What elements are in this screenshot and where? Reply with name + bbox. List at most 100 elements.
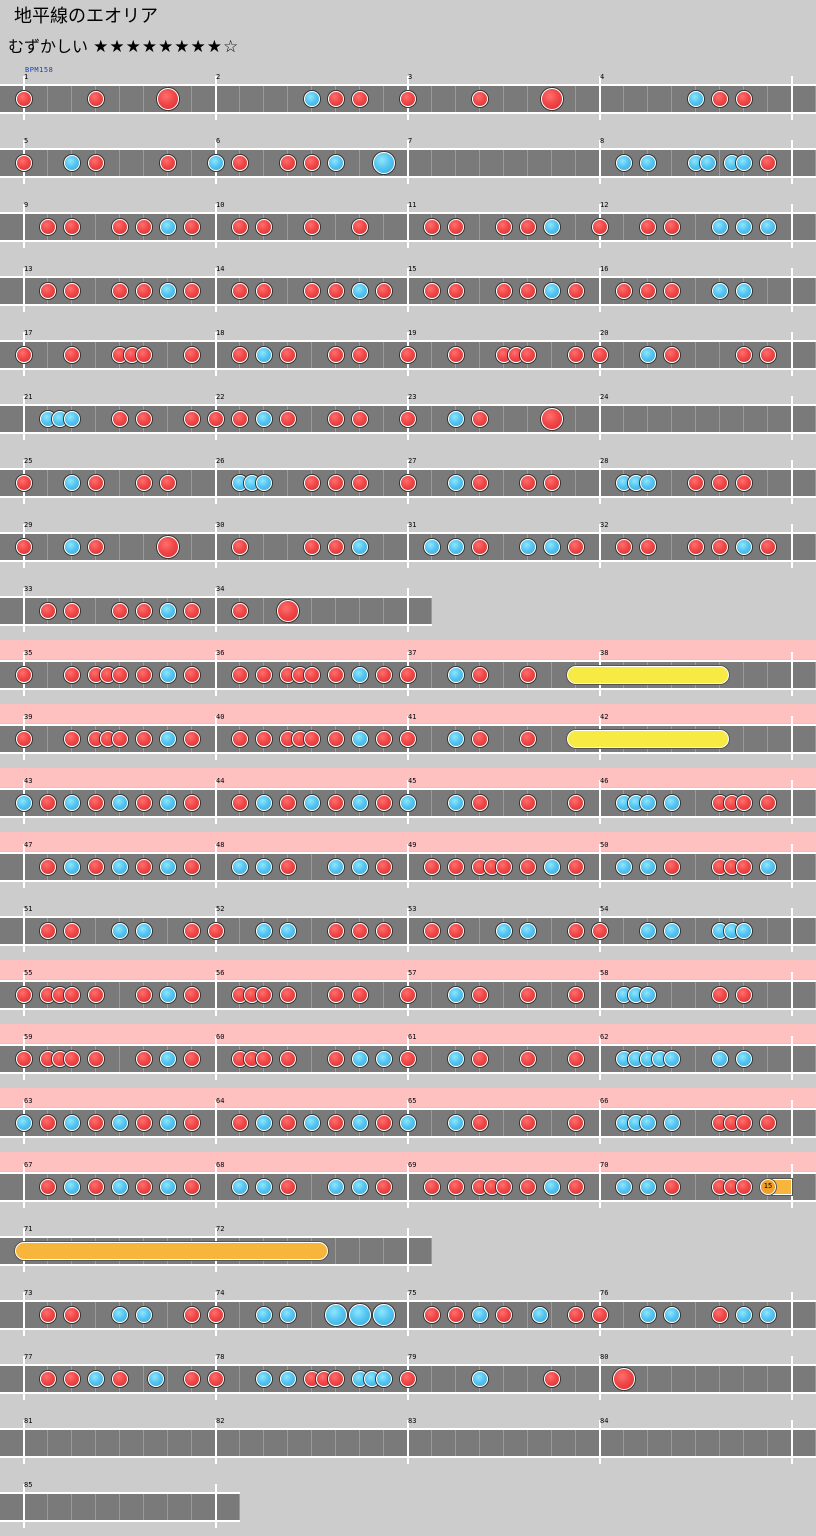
don-note xyxy=(472,475,488,491)
don-note xyxy=(184,1115,200,1131)
don-note xyxy=(424,283,440,299)
don-note xyxy=(520,987,536,1003)
ka-note xyxy=(160,219,176,235)
barline xyxy=(23,844,25,888)
ka-note xyxy=(160,795,176,811)
don-note xyxy=(256,987,272,1003)
don-note xyxy=(640,283,656,299)
don-note xyxy=(64,283,80,299)
don-note xyxy=(376,795,392,811)
ka-big-note xyxy=(373,152,395,174)
measure-number: 80 xyxy=(600,1353,609,1361)
balloon-note: 15 xyxy=(760,1179,776,1195)
don-note xyxy=(136,1179,152,1195)
don-note xyxy=(448,1307,464,1323)
measure-number: 11 xyxy=(408,201,417,209)
don-note xyxy=(496,283,512,299)
measure-number: 29 xyxy=(24,521,33,529)
ka-big-note xyxy=(349,1304,371,1326)
barline xyxy=(407,1420,409,1464)
measure-number: 56 xyxy=(216,969,225,977)
don-note xyxy=(592,1307,608,1323)
don-note xyxy=(376,1115,392,1131)
don-note xyxy=(376,731,392,747)
don-note xyxy=(688,539,704,555)
don-note xyxy=(232,667,248,683)
don-big-note xyxy=(157,88,179,110)
don-note xyxy=(520,1051,536,1067)
don-note xyxy=(184,1307,200,1323)
barline xyxy=(791,1356,793,1400)
don-note xyxy=(88,539,104,555)
don-note xyxy=(496,1179,512,1195)
measure-number: 20 xyxy=(600,329,609,337)
don-note xyxy=(16,91,32,107)
ka-note xyxy=(112,1307,128,1323)
barline xyxy=(215,1420,217,1464)
ka-note xyxy=(640,155,656,171)
ka-note xyxy=(256,795,272,811)
ka-note xyxy=(736,1051,752,1067)
difficulty-stars: ★★★★★★★★☆ xyxy=(93,37,240,57)
don-note xyxy=(88,91,104,107)
chart-row: 73 74 75 76 xyxy=(0,1280,816,1344)
don-note xyxy=(424,923,440,939)
measure-number: 67 xyxy=(24,1161,33,1169)
barline xyxy=(23,1356,25,1400)
don-note xyxy=(328,923,344,939)
don-note xyxy=(472,795,488,811)
don-note xyxy=(328,347,344,363)
don-note xyxy=(520,667,536,683)
ka-note xyxy=(64,475,80,491)
barline xyxy=(791,716,793,760)
barline xyxy=(23,1484,25,1528)
don-note xyxy=(88,1051,104,1067)
chart-row: 47 48 49 50 xyxy=(0,832,816,896)
barline xyxy=(215,332,217,376)
don-note xyxy=(256,1051,272,1067)
ka-note xyxy=(256,859,272,875)
ka-note xyxy=(280,1371,296,1387)
measure-number: 76 xyxy=(600,1289,609,1297)
don-note xyxy=(16,475,32,491)
ka-note xyxy=(376,1051,392,1067)
measure-number: 58 xyxy=(600,969,609,977)
don-note xyxy=(304,283,320,299)
ka-note xyxy=(616,859,632,875)
don-note xyxy=(472,731,488,747)
measure-number: 53 xyxy=(408,905,417,913)
measure-number: 8 xyxy=(600,137,605,145)
don-note xyxy=(328,667,344,683)
measure-number: 34 xyxy=(216,585,225,593)
barline xyxy=(407,1292,409,1336)
chart-row: 21 22 23 24 xyxy=(0,384,816,448)
don-note xyxy=(136,347,152,363)
don-note xyxy=(520,1115,536,1131)
ka-note xyxy=(448,1051,464,1067)
measure-number: 51 xyxy=(24,905,33,913)
measure-number: 7 xyxy=(408,137,413,145)
don-note xyxy=(472,1051,488,1067)
measure-number: 42 xyxy=(600,713,609,721)
barline xyxy=(599,1164,601,1208)
measure-number: 35 xyxy=(24,649,33,657)
barline xyxy=(791,1420,793,1464)
chart-row: 43 44 45 46 xyxy=(0,768,816,832)
don-note xyxy=(520,731,536,747)
don-note xyxy=(760,539,776,555)
barline xyxy=(215,1036,217,1080)
barline xyxy=(407,524,409,568)
ka-note xyxy=(328,155,344,171)
don-note xyxy=(400,1371,416,1387)
don-note xyxy=(232,219,248,235)
don-note xyxy=(136,1051,152,1067)
ka-note xyxy=(352,795,368,811)
big-drumroll xyxy=(15,1242,329,1260)
don-note xyxy=(448,283,464,299)
don-note xyxy=(16,155,32,171)
measure-number: 10 xyxy=(216,201,225,209)
don-note xyxy=(88,155,104,171)
don-note xyxy=(520,1179,536,1195)
don-note xyxy=(328,1115,344,1131)
measure-number: 31 xyxy=(408,521,417,529)
